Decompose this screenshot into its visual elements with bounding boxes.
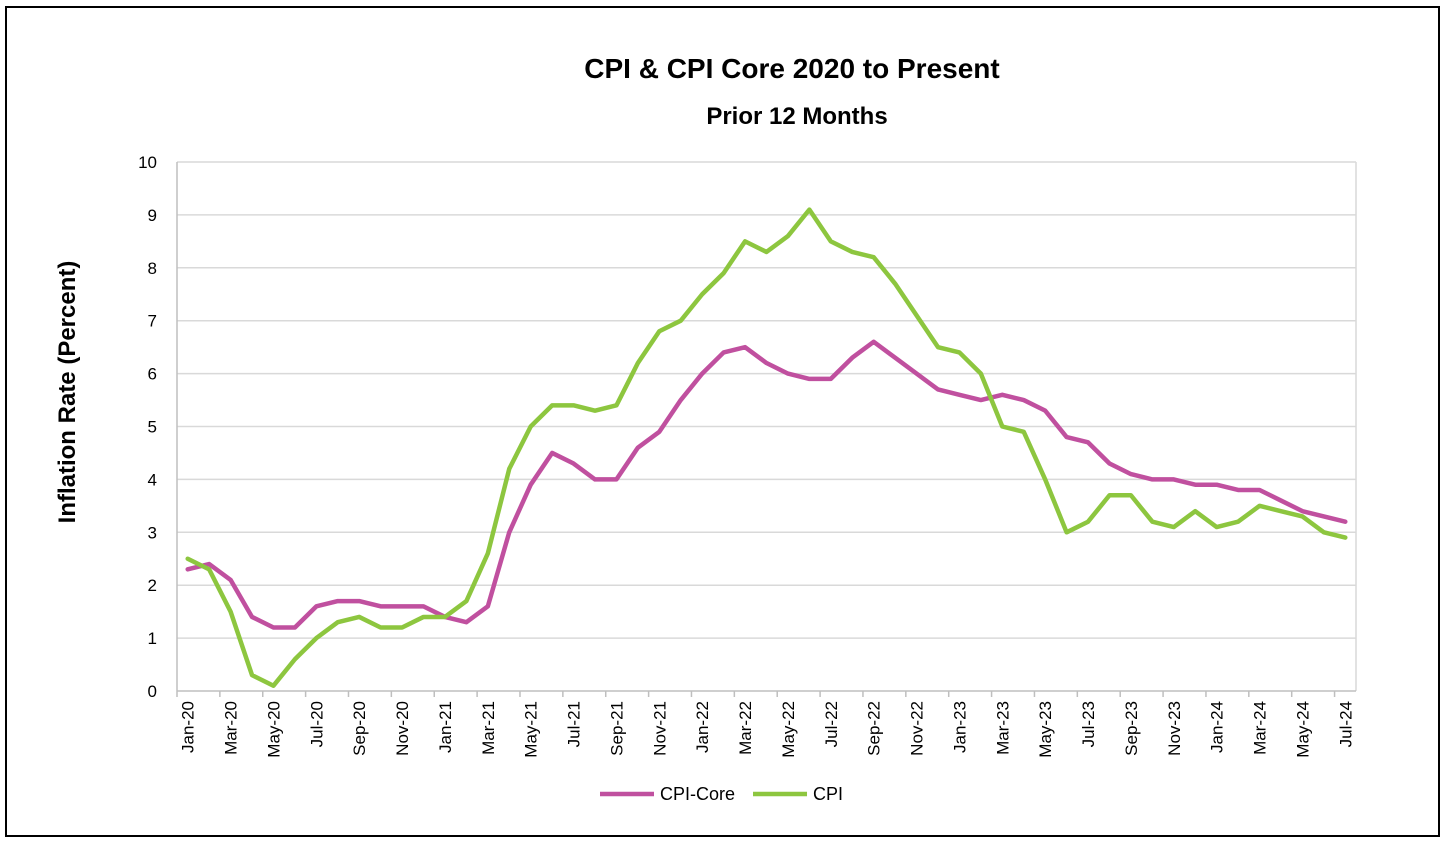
x-tick-label: Jan-20 [179, 701, 198, 753]
legend: CPI-Core CPI [600, 784, 843, 804]
legend-label: CPI-Core [660, 784, 735, 804]
legend-label: CPI [813, 784, 843, 804]
x-tick-label: Nov-22 [908, 701, 927, 756]
x-tick-label: Jul-23 [1079, 701, 1098, 747]
x-tick-label: Sep-22 [865, 701, 884, 756]
series-line-cpi-core [185, 339, 1348, 630]
y-tick-label: 10 [138, 153, 157, 172]
y-tick-label: 4 [148, 470, 157, 489]
x-tick-label: Sep-21 [607, 701, 626, 756]
series-lines [185, 207, 1348, 688]
x-tick-label: May-20 [264, 701, 283, 758]
x-tick-labels: Jan-20 Mar-20 May-20 Jul-20 Sep-20 Nov-20 Jan-… [179, 701, 1356, 758]
y-tick-label: 9 [148, 206, 157, 225]
y-tick-label: 5 [148, 418, 157, 437]
x-tick-label: Mar-22 [736, 701, 755, 755]
y-tick-label: 6 [148, 365, 157, 384]
x-tick-label: Nov-21 [650, 701, 669, 756]
y-tick-label: 8 [148, 259, 157, 278]
x-tick-label: Nov-20 [393, 701, 412, 756]
x-tick-label: Jan-24 [1208, 701, 1227, 753]
x-tick-label: Jul-22 [822, 701, 841, 747]
gridlines [177, 161, 1356, 639]
x-tick-label: Jul-24 [1336, 701, 1355, 747]
x-tick-label: Nov-23 [1165, 701, 1184, 756]
x-tick-label: Jul-21 [565, 701, 584, 747]
x-tick-label: Mar-23 [993, 701, 1012, 755]
line-chart: CPI & CPI Core 2020 to Present Prior 12 … [54, 53, 1357, 804]
x-tick-label: Jan-22 [693, 701, 712, 753]
y-tick-label: 1 [148, 629, 157, 648]
x-tick-label: May-22 [779, 701, 798, 758]
chart-frame: CPI & CPI Core 2020 to Present Prior 12 … [5, 6, 1440, 837]
x-tick-label: Mar-20 [222, 701, 241, 755]
x-tick-label: Jan-21 [436, 701, 455, 753]
y-tick-label: 7 [148, 312, 157, 331]
x-tick-label: Jan-23 [950, 701, 969, 753]
x-tick-label: May-21 [522, 701, 541, 758]
x-tick-label: Sep-20 [350, 701, 369, 756]
series-line-cpi [185, 207, 1348, 688]
y-tick-label: 3 [148, 523, 157, 542]
x-tick-label: May-24 [1293, 701, 1312, 758]
y-axis-label: Inflation Rate (Percent) [54, 261, 81, 524]
x-tick-label: Mar-21 [479, 701, 498, 755]
y-tick-label: 2 [148, 576, 157, 595]
y-tick-labels: 0 1 2 3 4 5 6 7 8 9 10 [138, 153, 157, 701]
x-tick-label: Sep-23 [1122, 701, 1141, 756]
y-tick-label: 0 [148, 682, 157, 701]
axes [176, 162, 1357, 697]
x-tick-label: Jul-20 [307, 701, 326, 747]
chart-title: CPI & CPI Core 2020 to Present [584, 53, 999, 84]
x-tick-label: Mar-24 [1251, 701, 1270, 755]
chart-subtitle: Prior 12 Months [706, 103, 887, 130]
x-tick-label: May-23 [1036, 701, 1055, 758]
